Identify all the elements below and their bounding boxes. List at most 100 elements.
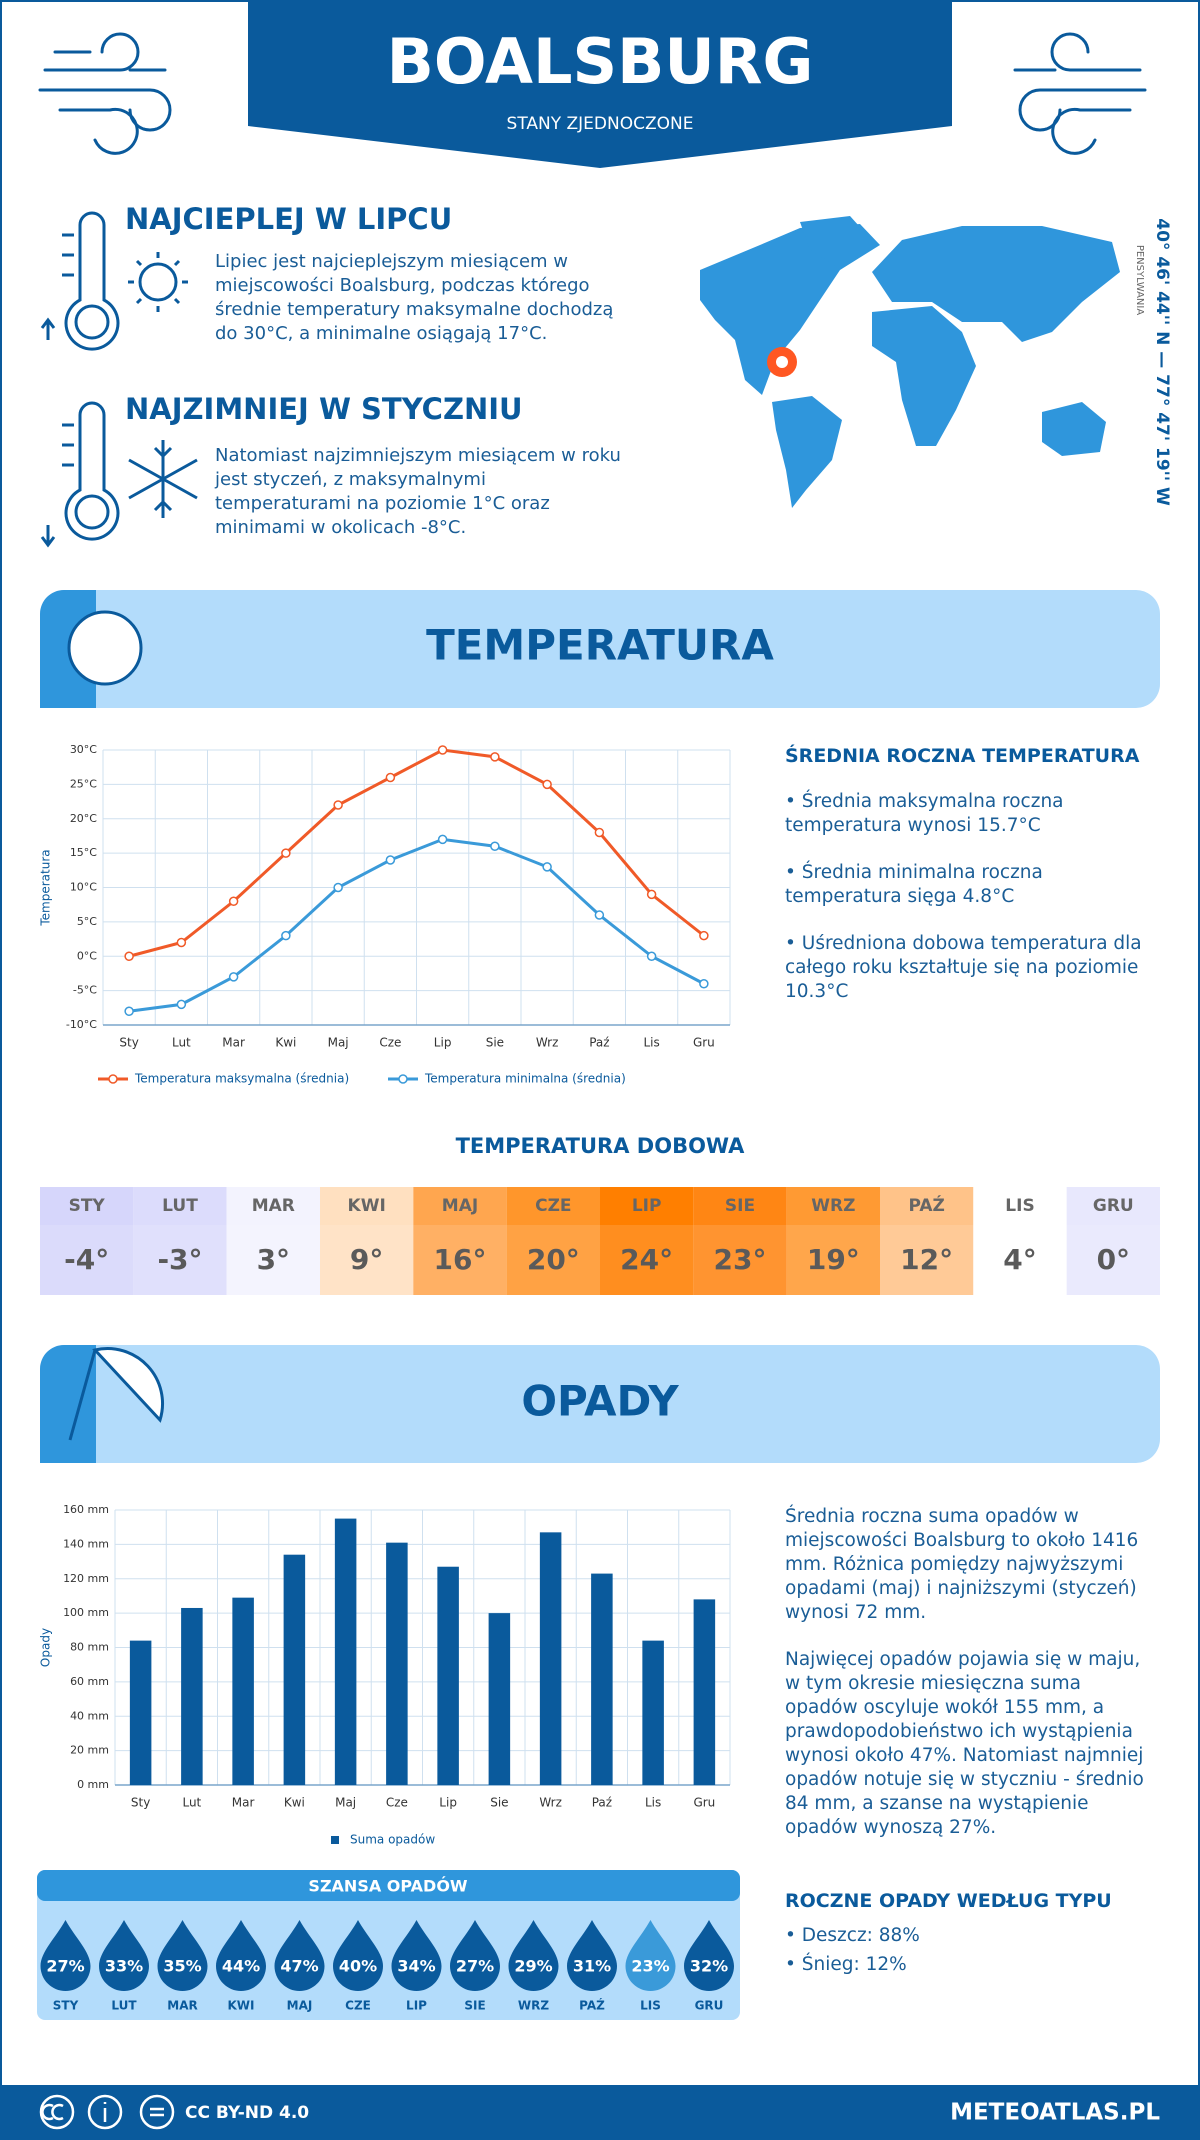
y-tick-label: 20 mm (70, 1744, 109, 1757)
daily-month: CZE (535, 1196, 571, 1216)
line-point (176, 999, 187, 1010)
daily-value: 24° (620, 1243, 673, 1276)
y-tick-label: 80 mm (70, 1641, 109, 1654)
line-point (281, 848, 291, 858)
daily-value-cell (600, 1225, 694, 1295)
chance-month: CZE (345, 1999, 371, 2013)
chance-value: 40% (339, 1957, 377, 1976)
coldest-title: NAJZIMNIEJ W STYCZNIU (125, 392, 523, 426)
chance-drop (625, 1920, 676, 1991)
daily-value-cell (1066, 1225, 1160, 1295)
chance-drop (684, 1920, 734, 1991)
daily-month: MAJ (442, 1196, 478, 1216)
types-title: ROCZNE OPADY WEDŁUG TYPU (785, 1890, 1112, 1912)
chance-month: WRZ (518, 1999, 549, 2013)
line-point (646, 889, 657, 900)
bar (386, 1542, 408, 1785)
daily-value-cell (786, 1225, 880, 1295)
bar (181, 1607, 203, 1785)
daily-month: WRZ (811, 1196, 855, 1216)
world-map (700, 216, 1120, 508)
line-point (437, 834, 448, 845)
location-marker-dot (776, 356, 788, 368)
daily-value: -4° (64, 1243, 109, 1276)
x-tick-label: Gru (693, 1036, 715, 1050)
site: METEOATLAS.PL (950, 2100, 1160, 2126)
y-tick-label: 0 mm (77, 1778, 109, 1791)
section-title: TEMPERATURA (426, 621, 774, 670)
chance-month: LUT (111, 1999, 137, 2013)
chance-drop (450, 1920, 500, 1991)
line-point (124, 1006, 134, 1016)
banner-corner (40, 1345, 96, 1463)
daily-header-cell (506, 1187, 600, 1225)
y-tick-label: 0°C (77, 949, 97, 962)
line-series (128, 748, 705, 958)
temp-summary-item: • Uśredniona dobowa temperatura dla całe… (785, 933, 1142, 1002)
y-tick-label: 40 mm (70, 1709, 109, 1722)
thermometer-cold (40, 401, 198, 548)
wind-icon-left (38, 32, 172, 155)
daily-header-cell (226, 1187, 320, 1225)
daily-value: 9° (350, 1243, 383, 1276)
chance-drop (99, 1920, 149, 1991)
line-point (542, 779, 552, 790)
line-point (333, 882, 343, 893)
x-tick-label: Cze (386, 1796, 408, 1810)
chance-month: MAR (167, 1999, 197, 2013)
line-point (490, 841, 500, 851)
hottest-text: Lipiec jest najcieplejszym miesiącem w m… (215, 251, 614, 344)
daily-value-shade (693, 1225, 787, 1295)
line-point (594, 827, 605, 838)
line-series (128, 837, 705, 1013)
daily-header-cell (600, 1187, 694, 1225)
daily-value-shade (600, 1225, 694, 1295)
legend-label: Temperatura maksymalna (średnia) (134, 1072, 349, 1086)
daily-value-cell (320, 1225, 414, 1295)
y-tick-label: 140 mm (63, 1537, 109, 1550)
daily-value-shade (973, 1225, 1067, 1295)
chance-header (37, 1870, 740, 1901)
line-point (542, 862, 552, 872)
x-tick-label: Sty (131, 1796, 150, 1810)
types-item: • Deszcz: 88% (785, 1925, 920, 1946)
bar (232, 1597, 254, 1785)
x-tick-label: Cze (379, 1036, 401, 1050)
x-tick-label: Mar (222, 1036, 245, 1050)
precip-text: Najwięcej opadów pojawia się w maju, w t… (785, 1649, 1144, 1838)
temp-summary-title: ŚREDNIA ROCZNA TEMPERATURA (785, 745, 1140, 767)
line-point (385, 772, 396, 783)
chance-value: 44% (222, 1957, 260, 1976)
daily-header-cell (133, 1187, 227, 1225)
region: PENSYLWANIA (1134, 245, 1145, 316)
daily-value-shade (226, 1225, 320, 1295)
x-tick-label: Sty (119, 1036, 138, 1050)
daily-value-cell (693, 1225, 787, 1295)
x-tick-label: Lip (434, 1036, 452, 1050)
x-tick-label: Lut (172, 1036, 191, 1050)
line-point (594, 910, 605, 920)
y-tick-label: -5°C (73, 984, 97, 997)
x-tick-label: Kwi (284, 1796, 305, 1810)
chance-drop (391, 1920, 442, 1991)
line-point (385, 855, 396, 865)
daily-value: 0° (1097, 1243, 1130, 1276)
x-tick-label: Mar (232, 1796, 255, 1810)
x-tick-label: Wrz (536, 1036, 559, 1050)
daily-value: 16° (434, 1243, 487, 1276)
chance-month: STY (53, 1999, 79, 2013)
line-point (699, 979, 709, 989)
temp-summary-item: • Średnia maksymalna roczna temperatura … (785, 791, 1064, 836)
chance-value: 32% (690, 1957, 728, 1976)
chance-drop (274, 1920, 325, 1991)
chance-value: 47% (280, 1957, 318, 1976)
city-title: BOALSBURG (387, 25, 814, 98)
daily-value: -3° (157, 1243, 202, 1276)
legend-label: Suma opadów (350, 1833, 435, 1847)
daily-header-cell (880, 1187, 974, 1225)
y-tick-label: 10°C (70, 881, 97, 894)
x-tick-label: Lip (439, 1796, 457, 1810)
daily-value-cell (973, 1225, 1067, 1295)
daily-value-cell (133, 1225, 227, 1295)
